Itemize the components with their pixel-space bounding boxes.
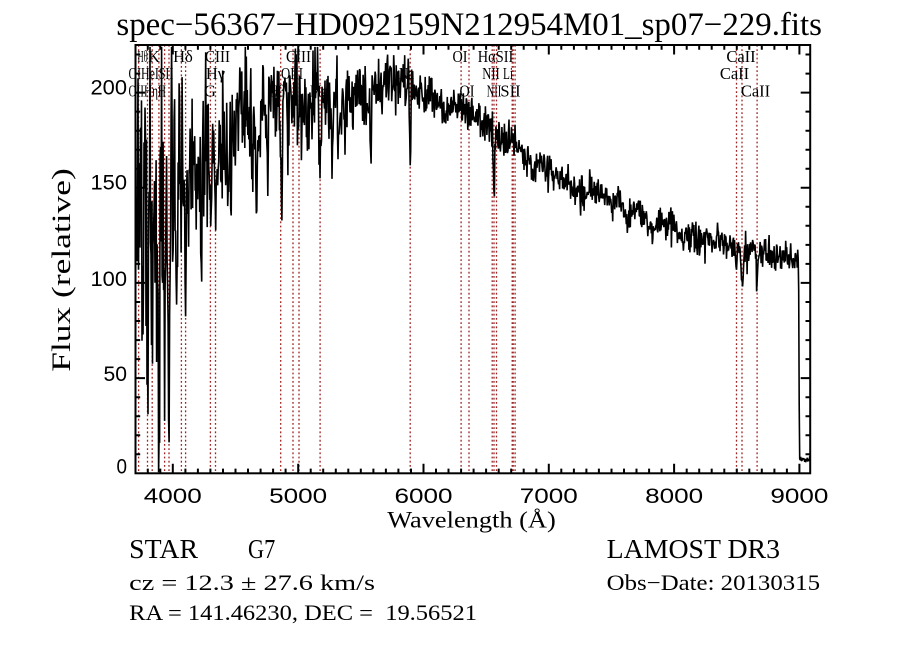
svg-text:Hδ: Hδ (173, 47, 193, 66)
svg-text:Li: Li (503, 64, 513, 83)
svg-text:5000: 5000 (269, 485, 327, 508)
svg-text:0: 0 (117, 456, 128, 479)
svg-text:OI: OI (460, 82, 475, 101)
svg-text:Obs−Date: 20130315: Obs−Date: 20130315 (607, 570, 820, 595)
svg-text:9000: 9000 (770, 485, 828, 508)
svg-text:Hθ: Hθ (138, 47, 148, 66)
svg-text:RA = 141.46230, DEC = 19.5652: RA = 141.46230, DEC = 19.56521 (129, 600, 477, 625)
svg-text:SII: SII (500, 82, 520, 101)
svg-text:CaII: CaII (720, 64, 749, 83)
svg-text:50: 50 (104, 363, 128, 386)
svg-text:100: 100 (91, 268, 128, 291)
svg-text:OIIHηH: OIIHηH (129, 82, 167, 101)
svg-text:G7: G7 (248, 534, 275, 564)
svg-text:spec−56367−HD092159N212954M01_: spec−56367−HD092159N212954M01_sp07−229.f… (116, 7, 822, 43)
svg-text:HαSII: HαSII (478, 47, 514, 66)
svg-text:CIII: CIII (205, 47, 230, 66)
svg-text:NII: NII (487, 82, 502, 101)
svg-text:NII: NII (482, 64, 500, 83)
svg-text:K: K (148, 47, 160, 66)
svg-text:Hγ: Hγ (206, 64, 225, 83)
svg-text:G: G (204, 82, 216, 101)
svg-text:Wavelength (Å): Wavelength (Å) (387, 508, 556, 534)
svg-text:150: 150 (91, 172, 128, 195)
svg-text:LAMOST DR3: LAMOST DR3 (607, 534, 780, 564)
svg-text:Flux (relative): Flux (relative) (47, 168, 76, 372)
svg-text:8000: 8000 (645, 485, 703, 508)
svg-text:OI: OI (453, 47, 468, 66)
svg-text:200: 200 (91, 77, 128, 100)
svg-text:CIII: CIII (286, 47, 311, 66)
svg-text:7000: 7000 (520, 485, 578, 508)
svg-text:CaII: CaII (741, 82, 770, 101)
svg-text:STAR: STAR (129, 534, 198, 564)
svg-text:CaII: CaII (726, 47, 755, 66)
svg-text:4000: 4000 (144, 485, 202, 508)
svg-text:6000: 6000 (395, 485, 453, 508)
svg-text:cz = 12.3 ± 27.6 km/s: cz = 12.3 ± 27.6 km/s (129, 570, 375, 595)
